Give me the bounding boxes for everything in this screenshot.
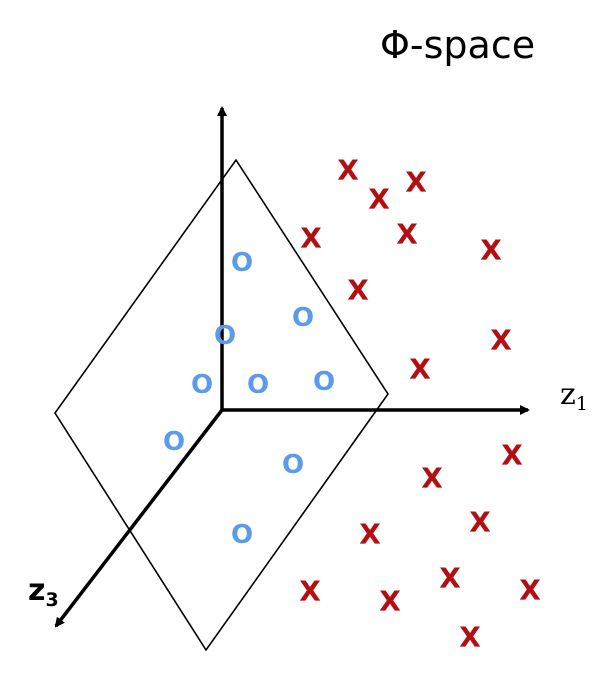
x-marker-2: X bbox=[368, 183, 390, 216]
x-marker-8: X bbox=[490, 324, 512, 357]
x-marker-11: X bbox=[421, 462, 443, 495]
diagram-title: Φ-space bbox=[380, 23, 535, 67]
x-marker-13: X bbox=[359, 518, 381, 551]
x-marker-6: X bbox=[480, 234, 502, 267]
x-marker-4: X bbox=[300, 222, 322, 255]
z3-axis bbox=[54, 408, 224, 628]
z1-label-subscript: 1 bbox=[576, 393, 588, 415]
o-marker-5: O bbox=[247, 370, 269, 400]
z3-label-base: z bbox=[28, 573, 45, 608]
o-marker-7: O bbox=[163, 427, 185, 457]
x-marker-14: X bbox=[299, 575, 321, 608]
x-marker-1: X bbox=[337, 154, 359, 187]
x-marker-3: X bbox=[405, 166, 427, 199]
o-marker-8: O bbox=[282, 450, 304, 480]
o-marker-9: O bbox=[231, 520, 253, 550]
o-marker-4: O bbox=[191, 370, 213, 400]
x-marker-7: X bbox=[347, 274, 369, 307]
x-marker-17: X bbox=[519, 574, 541, 607]
o-marker-2: O bbox=[292, 303, 314, 333]
o-marker-3: O bbox=[214, 321, 236, 351]
x-marker-18: X bbox=[459, 621, 481, 654]
x-marker-12: X bbox=[469, 506, 491, 539]
x-marker-9: X bbox=[409, 353, 431, 386]
z1-axis-label: z1 bbox=[560, 377, 588, 415]
o-marker-6: O bbox=[313, 367, 335, 397]
x-marker-10: X bbox=[501, 439, 523, 472]
z3-label-subscript: 3 bbox=[45, 589, 58, 611]
z1-label-base: z bbox=[560, 377, 576, 412]
separating-plane bbox=[54, 158, 389, 652]
o-marker-1: O bbox=[231, 248, 253, 278]
z3-axis-label: z3 bbox=[28, 573, 59, 611]
x-marker-5: X bbox=[396, 218, 418, 251]
x-marker-16: X bbox=[439, 562, 461, 595]
x-marker-15: X bbox=[379, 585, 401, 618]
